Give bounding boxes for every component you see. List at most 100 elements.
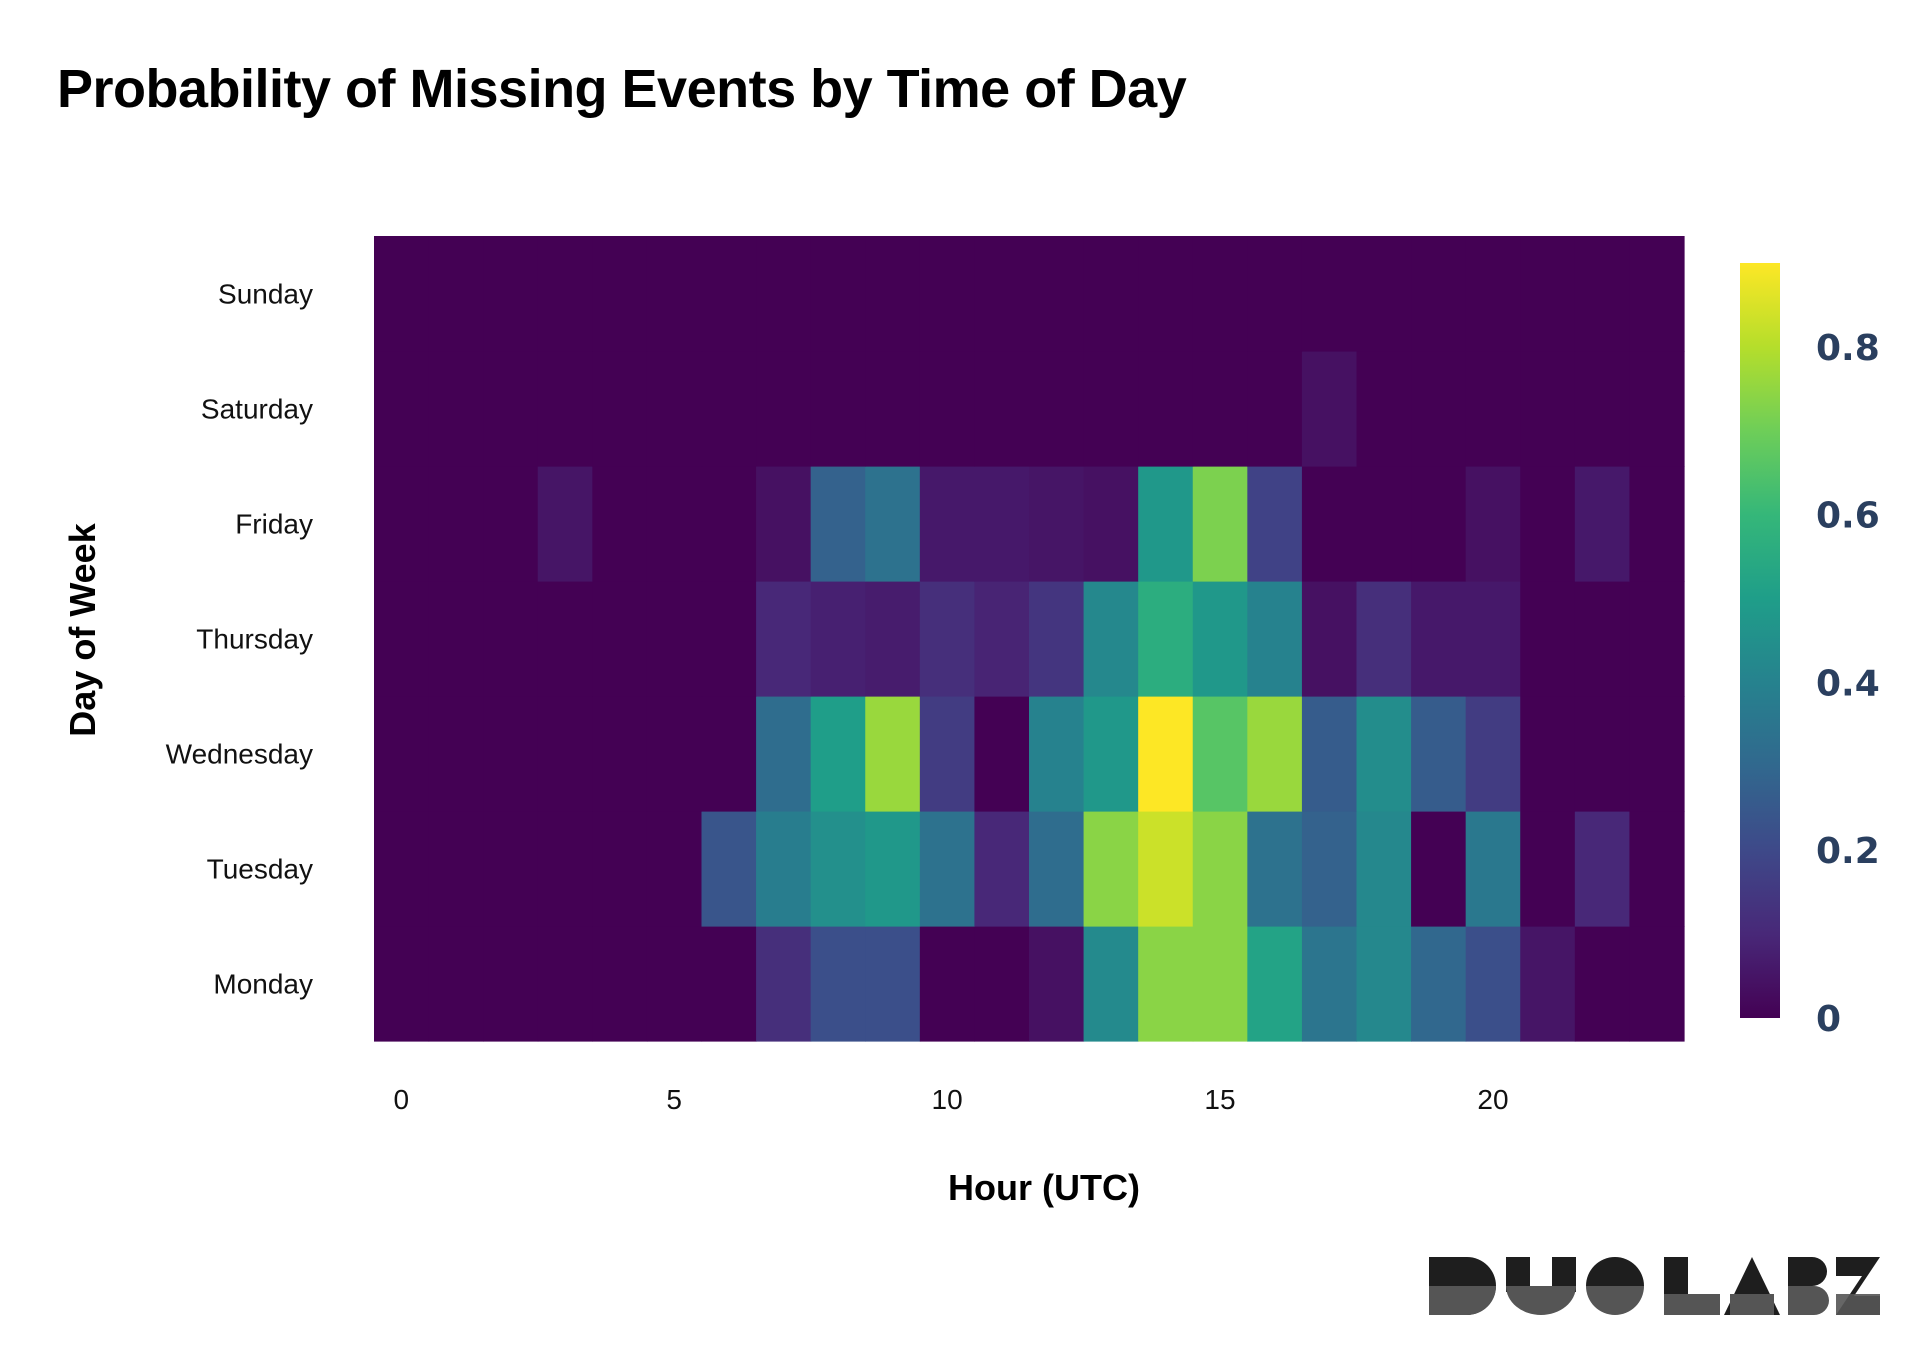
heatmap-cell-sunday-16 (1247, 236, 1303, 352)
heatmap-cell-sunday-2 (483, 236, 539, 352)
heatmap-cell-monday-22 (1574, 926, 1631, 1042)
heatmap-cell-monday-11 (974, 926, 1030, 1042)
colorbar: 0 0.2 0.4 0.6 0.8 (1740, 263, 1880, 1040)
heatmap-cell-monday-12 (1029, 926, 1085, 1042)
heatmap-cell-tuesday-23 (1629, 811, 1685, 927)
y-tick-label: Thursday (196, 624, 313, 655)
heatmap-cell-wednesday-5 (646, 696, 703, 812)
heatmap-cell-tuesday-7 (756, 811, 812, 927)
heatmap-cell-sunday-20 (1465, 236, 1521, 352)
heatmap-cell-friday-5 (646, 466, 703, 582)
colorbar-ticks: 0 0.2 0.4 0.6 0.8 (1816, 328, 1880, 1040)
heatmap-cell-saturday-22 (1574, 351, 1631, 467)
heatmap-cell-friday-19 (1411, 466, 1467, 582)
heatmap-cell-thursday-6 (701, 581, 757, 697)
heatmap-cell-tuesday-8 (810, 811, 866, 927)
heatmap-cell-monday-1 (428, 926, 484, 1042)
heatmap-cell-sunday-3 (537, 236, 593, 352)
logo-shape (1788, 1257, 1827, 1286)
heatmap-cell-sunday-19 (1411, 236, 1467, 352)
heatmap-cell-saturday-16 (1247, 351, 1303, 467)
heatmap-cell-wednesday-20 (1465, 696, 1521, 812)
logo-shape (1506, 1286, 1576, 1315)
heatmap-cell-thursday-14 (1138, 581, 1194, 697)
heatmap-cell-sunday-6 (701, 236, 757, 352)
heatmap-cell-wednesday-16 (1247, 696, 1303, 812)
heatmap-cell-thursday-11 (974, 581, 1030, 697)
heatmap-cell-saturday-6 (701, 351, 757, 467)
colorbar-tick-label: 0.8 (1816, 328, 1880, 369)
heatmap-cell-sunday-11 (974, 236, 1030, 352)
heatmap-cell-monday-20 (1465, 926, 1521, 1042)
heatmap-cell-thursday-23 (1629, 581, 1685, 697)
heatmap-cell-tuesday-11 (974, 811, 1030, 927)
heatmap-cell-friday-1 (428, 466, 484, 582)
heatmap-cell-wednesday-3 (537, 696, 593, 812)
heatmap-cell-thursday-4 (592, 581, 648, 697)
heatmap-cell-tuesday-13 (1083, 811, 1139, 927)
heatmap-cell-tuesday-15 (1192, 811, 1248, 927)
heatmap-cell-sunday-0 (374, 236, 430, 352)
y-tick-label: Wednesday (166, 739, 313, 770)
x-tick-label: 5 (666, 1084, 682, 1115)
heatmap-cell-thursday-9 (865, 581, 921, 697)
heatmap-cell-sunday-5 (646, 236, 703, 352)
heatmap-cell-monday-9 (865, 926, 921, 1042)
x-tick-label: 20 (1477, 1084, 1508, 1115)
heatmap-cell-thursday-12 (1029, 581, 1085, 697)
x-axis-title: Hour (UTC) (948, 1167, 1140, 1208)
heatmap-cell-sunday-23 (1629, 236, 1685, 352)
heatmap-cell-thursday-1 (428, 581, 484, 697)
heatmap-cell-friday-12 (1029, 466, 1085, 582)
logo-shape (1836, 1294, 1880, 1315)
heatmap-cell-tuesday-16 (1247, 811, 1303, 927)
heatmap-cell-saturday-13 (1083, 351, 1139, 467)
heatmap-cell-friday-15 (1192, 466, 1248, 582)
y-tick-label: Sunday (218, 279, 313, 310)
heatmap-cell-friday-23 (1629, 466, 1685, 582)
chart-title: Probability of Missing Events by Time of… (57, 59, 1187, 119)
heatmap-cell-wednesday-12 (1029, 696, 1085, 812)
heatmap-cell-monday-4 (592, 926, 648, 1042)
heatmap-cell-tuesday-21 (1520, 811, 1576, 927)
y-axis-title: Day of Week (62, 522, 103, 736)
heatmap-cell-saturday-5 (646, 351, 703, 467)
logo-shape (1730, 1294, 1774, 1315)
heatmap-cell-saturday-23 (1629, 351, 1685, 467)
heatmap-cell-tuesday-17 (1301, 811, 1358, 927)
y-tick-label: Monday (213, 969, 313, 1000)
heatmap-cell-saturday-12 (1029, 351, 1085, 467)
heatmap-cell-wednesday-7 (756, 696, 812, 812)
heatmap-cell-saturday-7 (756, 351, 812, 467)
heatmap-cell-tuesday-18 (1356, 811, 1412, 927)
heatmap-cell-tuesday-14 (1138, 811, 1194, 927)
heatmap-cell-wednesday-17 (1301, 696, 1358, 812)
heatmap-cell-sunday-21 (1520, 236, 1576, 352)
heatmap-cell-friday-16 (1247, 466, 1303, 582)
heatmap-cell-wednesday-23 (1629, 696, 1685, 812)
heatmap-cell-sunday-9 (865, 236, 921, 352)
heatmap-cell-sunday-8 (810, 236, 866, 352)
heatmap-cell-wednesday-19 (1411, 696, 1467, 812)
logo-shape (1586, 1286, 1644, 1315)
heatmap-cell-wednesday-22 (1574, 696, 1631, 812)
heatmap-cell-wednesday-21 (1520, 696, 1576, 812)
heatmap-cell-thursday-13 (1083, 581, 1139, 697)
heatmap-cell-monday-18 (1356, 926, 1412, 1042)
logo-shape (1429, 1286, 1496, 1315)
heatmap-cell-tuesday-2 (483, 811, 539, 927)
heatmap-cell-monday-7 (756, 926, 812, 1042)
heatmap-cell-wednesday-6 (701, 696, 757, 812)
heatmap-cell-tuesday-0 (374, 811, 430, 927)
heatmap-cell-tuesday-22 (1574, 811, 1631, 927)
heatmap-cell-friday-9 (865, 466, 921, 582)
heatmap-cell-tuesday-1 (428, 811, 484, 927)
colorbar-tick-label: 0.2 (1816, 831, 1880, 872)
heatmap-cell-tuesday-19 (1411, 811, 1467, 927)
heatmap-cell-wednesday-18 (1356, 696, 1412, 812)
x-tick-label: 15 (1204, 1084, 1235, 1115)
logo-shape (1586, 1257, 1644, 1286)
heatmap-cell-monday-2 (483, 926, 539, 1042)
heatmap-cell-wednesday-10 (919, 696, 976, 812)
heatmap-cell-wednesday-14 (1138, 696, 1194, 812)
